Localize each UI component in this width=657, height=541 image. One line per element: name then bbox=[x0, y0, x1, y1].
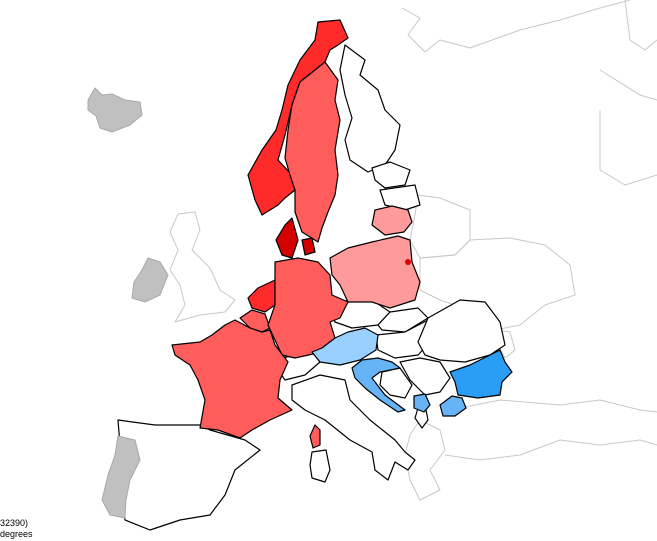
no-data-countries bbox=[87, 87, 169, 519]
serbia-shape bbox=[399, 357, 451, 396]
region-montenegro bbox=[413, 393, 431, 413]
region-norway bbox=[247, 19, 349, 216]
background-countries bbox=[169, 0, 657, 501]
sardinia-shape bbox=[309, 449, 331, 483]
marker-point bbox=[405, 259, 411, 265]
turkey-outline bbox=[444, 399, 657, 461]
romania-shape bbox=[417, 299, 506, 363]
greece-outline bbox=[404, 419, 446, 501]
ukraine-outline bbox=[419, 237, 576, 331]
region-portugal bbox=[101, 435, 141, 519]
region-austria bbox=[311, 327, 379, 366]
region-netherlands bbox=[247, 279, 276, 313]
finland-shape bbox=[339, 44, 401, 173]
region-france bbox=[171, 319, 293, 439]
italy-shape bbox=[291, 374, 416, 481]
region-denmark bbox=[275, 217, 316, 259]
region-lithuania bbox=[371, 205, 413, 236]
estonia-shape bbox=[371, 161, 411, 189]
region-sweden bbox=[284, 61, 341, 243]
caption-line-1: 32390) bbox=[0, 518, 29, 528]
region-poland bbox=[329, 235, 421, 309]
region-ireland bbox=[131, 257, 169, 303]
region-bulgaria bbox=[449, 349, 513, 399]
uk-outline bbox=[169, 211, 236, 323]
latvia-shape bbox=[379, 184, 421, 211]
region-croatia bbox=[351, 357, 406, 413]
data-countries bbox=[171, 19, 513, 449]
russia-outline bbox=[401, 0, 657, 186]
region-north-macedonia bbox=[439, 395, 467, 417]
region-iceland bbox=[87, 87, 143, 133]
region-corsica bbox=[309, 424, 321, 449]
no-value-countries bbox=[117, 44, 506, 531]
caption-line-2: degrees bbox=[0, 529, 33, 539]
